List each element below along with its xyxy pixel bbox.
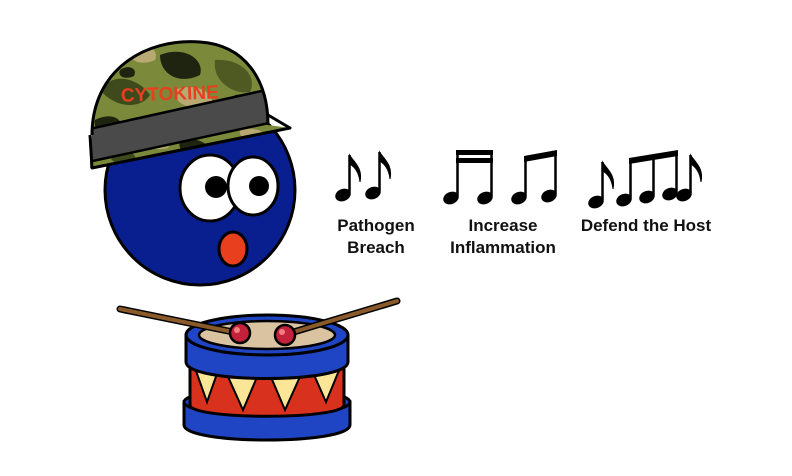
- caption-pathogen-breach: Pathogen Breach: [326, 215, 426, 259]
- caption-defend-the-host: Defend the Host: [566, 215, 726, 237]
- caption-line: Increase: [468, 216, 538, 235]
- caption-line: Inflammation: [450, 238, 556, 257]
- caption-increase-inflammation: Increase Inflammation: [438, 215, 568, 259]
- beamed-eighth-notes-icon: [616, 150, 678, 207]
- snare-drum-icon: [116, 297, 401, 442]
- sixteenth-notes-icon: [443, 150, 493, 205]
- caption-line: Defend the Host: [580, 216, 712, 235]
- eighth-note-icon: [676, 153, 703, 202]
- mouth: [217, 230, 249, 268]
- music-notes-group-2: [443, 150, 557, 205]
- music-notes-group-1: [335, 150, 392, 202]
- right-pupil: [249, 176, 269, 196]
- caption-line: Breach: [347, 238, 405, 257]
- cytokine-character: CYTOKINE: [88, 40, 297, 287]
- beamed-eighth-notes-icon: [511, 150, 557, 205]
- helmet-label: CYTOKINE: [121, 82, 220, 106]
- left-pupil: [205, 176, 227, 198]
- eighth-note-icon: [335, 153, 362, 202]
- drumstick-icon: [273, 297, 401, 347]
- caption-line: Pathogen: [337, 216, 415, 235]
- music-notes-group-3: [588, 150, 703, 209]
- drumstick-icon: [116, 305, 252, 345]
- eighth-note-icon: [365, 150, 392, 200]
- eyes: [178, 153, 280, 223]
- eighth-note-icon: [588, 160, 615, 209]
